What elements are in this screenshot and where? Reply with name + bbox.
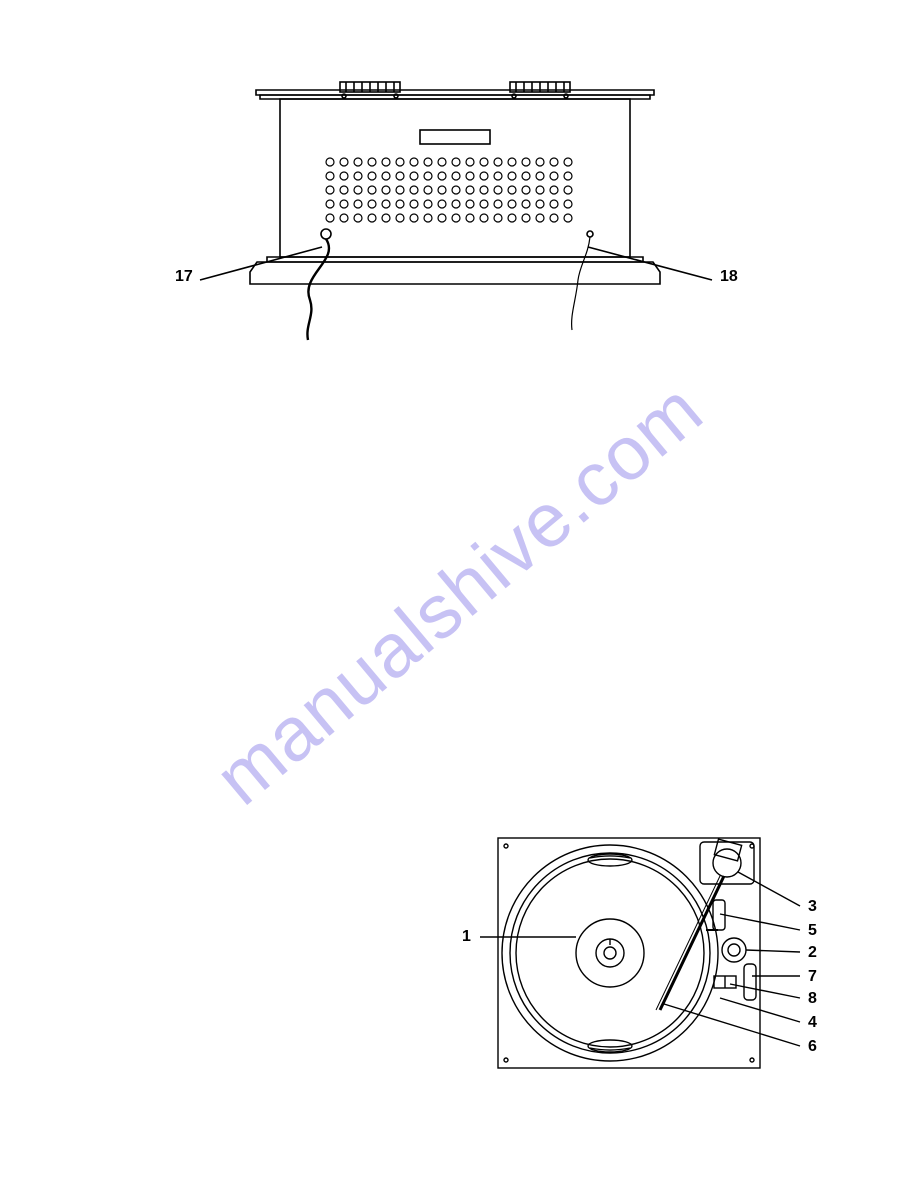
callout-7: 7	[808, 968, 817, 986]
callout-1: 1	[462, 928, 471, 946]
grille-holes	[326, 158, 572, 222]
callout-2: 2	[808, 944, 817, 962]
callout-5: 5	[808, 922, 817, 940]
rear-view-diagram	[0, 0, 918, 500]
callout-4: 4	[808, 1014, 817, 1032]
callout-8: 8	[808, 990, 817, 1008]
callout-6: 6	[808, 1038, 817, 1056]
callout-17: 17	[175, 268, 193, 286]
callout-3: 3	[808, 898, 817, 916]
turntable-diagram	[0, 780, 918, 1180]
callout-18: 18	[720, 268, 738, 286]
